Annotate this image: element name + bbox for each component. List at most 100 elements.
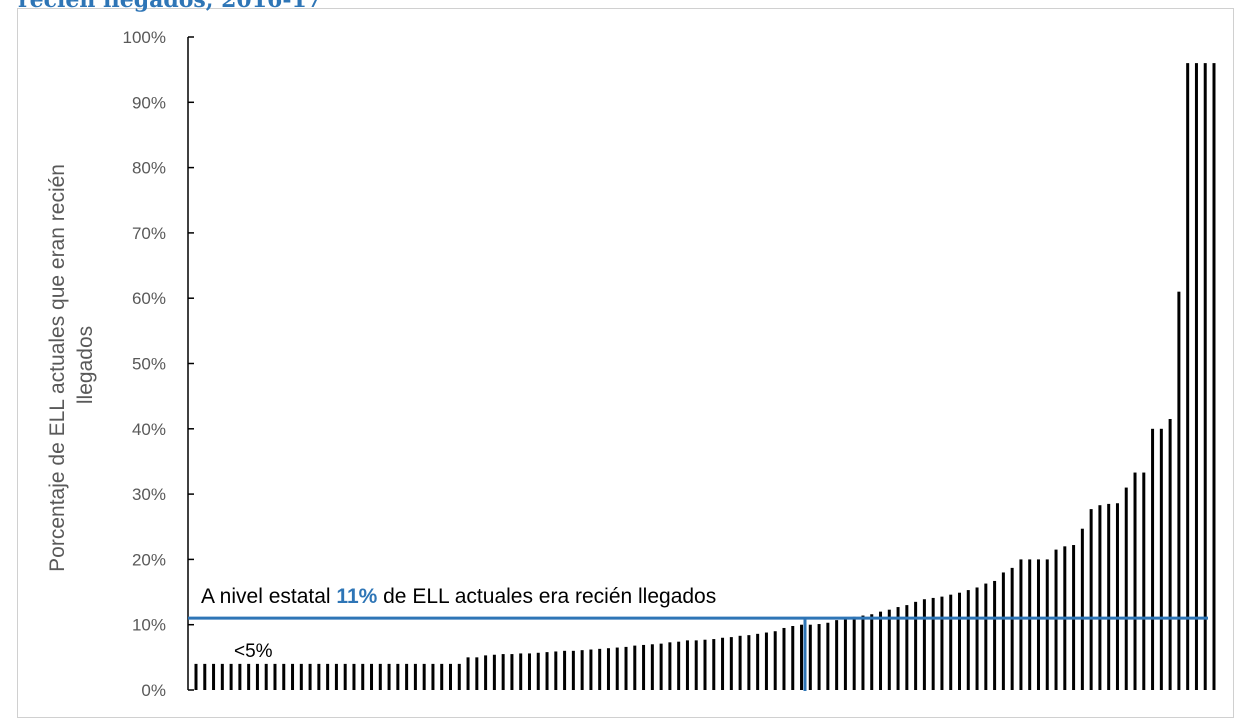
- bar: [264, 663, 268, 690]
- bar: [843, 618, 847, 690]
- y-tick-label: 100%: [123, 28, 166, 47]
- y-axis-title-line-2: llegados: [74, 326, 97, 404]
- bar: [808, 624, 812, 690]
- bar: [835, 620, 839, 690]
- bar: [1142, 472, 1146, 690]
- bar: [1124, 487, 1128, 690]
- bar: [914, 601, 918, 690]
- bar: [659, 643, 663, 690]
- bar: [615, 647, 619, 690]
- low-percent-label: <5%: [234, 641, 273, 662]
- y-axis: 0% 10% 20% 30% 40% 50% 60% 70% 80% 90% 100%: [123, 28, 194, 700]
- bar: [1151, 428, 1155, 690]
- bar: [431, 663, 435, 690]
- y-tick-label: 90%: [132, 93, 166, 112]
- bar: [457, 663, 461, 690]
- bar: [1045, 559, 1049, 690]
- bar: [1194, 63, 1198, 691]
- bar: [282, 663, 286, 690]
- bar: [1115, 503, 1119, 690]
- bar: [677, 641, 681, 690]
- y-tick-label: 60%: [132, 289, 166, 308]
- bar: [545, 652, 549, 690]
- bar: [1089, 509, 1093, 690]
- bar: [247, 663, 251, 690]
- bar: [782, 627, 786, 690]
- y-axis-title-line-1: Porcentaje de ELL actuales que eran reci…: [46, 164, 69, 572]
- bar: [422, 663, 426, 690]
- bar: [966, 590, 970, 690]
- bar: [1203, 63, 1207, 691]
- bar: [721, 637, 725, 690]
- bar: [484, 655, 488, 690]
- bar: [563, 650, 567, 690]
- bar: [361, 663, 365, 690]
- bar: [738, 635, 742, 690]
- bar: [650, 644, 654, 690]
- bar: [668, 642, 672, 690]
- bar: [203, 663, 207, 690]
- state-average-annotation: A nivel estatal 11% de ELL actuales era …: [201, 585, 716, 608]
- bar: [352, 663, 356, 690]
- bar: [220, 663, 224, 690]
- bar: [1028, 559, 1032, 690]
- bar: [633, 645, 637, 690]
- bar: [606, 648, 610, 690]
- bar: [317, 663, 321, 690]
- bar: [747, 635, 751, 690]
- bar: [334, 663, 338, 690]
- bar: [580, 650, 584, 690]
- y-tick-label: 10%: [132, 616, 166, 635]
- bar: [440, 663, 444, 690]
- bar: [466, 657, 470, 690]
- bar: [370, 663, 374, 690]
- bar: [326, 663, 330, 690]
- bar: [1177, 291, 1181, 690]
- bar: [791, 626, 795, 690]
- bar: [343, 663, 347, 690]
- bar: [299, 663, 303, 690]
- bar: [1019, 559, 1023, 690]
- bar: [291, 663, 295, 690]
- bar: [984, 583, 988, 690]
- bar: [519, 653, 523, 690]
- bar: [212, 663, 216, 690]
- bar: [1107, 503, 1111, 690]
- bar: [1133, 472, 1137, 690]
- bar: [703, 639, 707, 690]
- bar: [527, 653, 531, 690]
- state-average-group: A nivel estatal 11% de ELL actuales era …: [188, 585, 1208, 691]
- bar: [396, 663, 400, 690]
- bar: [931, 597, 935, 690]
- y-tick-label: 30%: [132, 485, 166, 504]
- bar: [975, 587, 979, 690]
- bar: [598, 648, 602, 690]
- bar: [378, 663, 382, 690]
- bar: [255, 663, 259, 690]
- bar: [1168, 419, 1172, 690]
- bar: [475, 657, 479, 690]
- bar: [229, 663, 233, 690]
- bar: [449, 663, 452, 690]
- y-tick-label: 50%: [132, 355, 166, 374]
- bar: [1080, 528, 1084, 690]
- annotation-highlight: 11%: [336, 585, 377, 608]
- y-tick-label: 70%: [132, 224, 166, 243]
- bar: [756, 633, 760, 690]
- bar: [1159, 428, 1163, 690]
- bar: [817, 624, 821, 690]
- bar: [764, 632, 768, 690]
- bar: [308, 663, 312, 690]
- bar: [624, 646, 628, 690]
- bar: [273, 663, 277, 690]
- bar: [1054, 549, 1058, 690]
- bar: [589, 649, 593, 690]
- annotation-prefix: A nivel estatal: [201, 585, 336, 608]
- y-tick-label: 40%: [132, 420, 166, 439]
- bar: [501, 654, 505, 690]
- bar: [685, 640, 689, 690]
- bar: [194, 663, 198, 690]
- bar: [1212, 63, 1216, 691]
- bar: [238, 663, 242, 690]
